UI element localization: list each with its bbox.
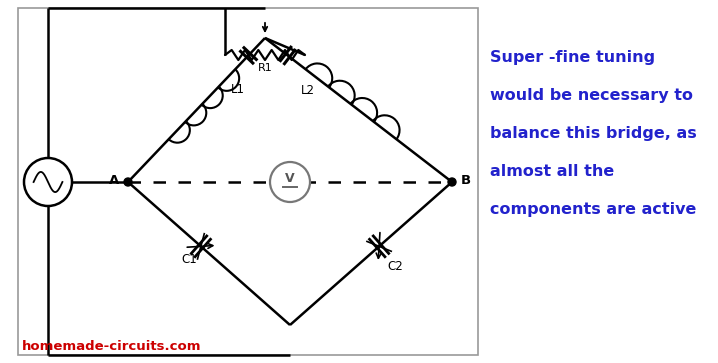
Circle shape [124,178,132,186]
Text: Super -fine tuning: Super -fine tuning [490,50,655,65]
Text: L1: L1 [231,83,246,96]
Circle shape [448,178,456,186]
Text: C1: C1 [181,253,197,266]
Text: R1: R1 [258,63,272,73]
Text: B: B [461,174,471,187]
Text: almost all the: almost all the [490,164,615,179]
Text: would be necessary to: would be necessary to [490,88,693,103]
Circle shape [270,162,310,202]
Text: L2: L2 [301,85,314,98]
Text: homemade-circuits.com: homemade-circuits.com [22,340,202,353]
Text: components are active: components are active [490,202,696,217]
Text: V: V [285,172,295,185]
Text: balance this bridge, as: balance this bridge, as [490,126,696,141]
Bar [18,8,478,355]
Text: C2: C2 [387,261,403,273]
Text: A: A [109,174,119,187]
